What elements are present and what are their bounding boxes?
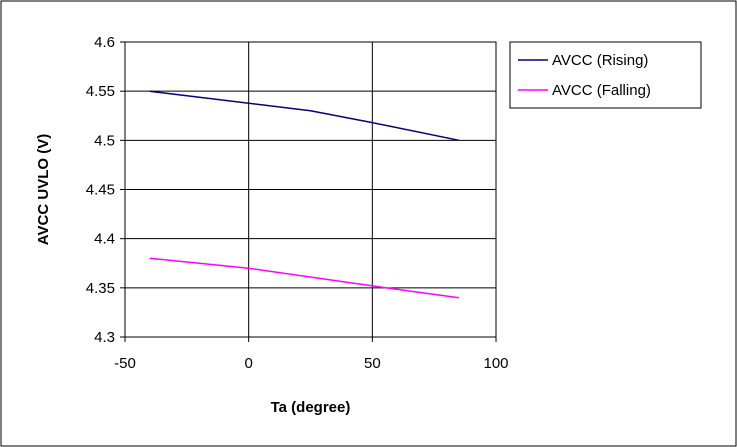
series-lines	[149, 90, 460, 299]
y-tick-label: 4.45	[86, 182, 115, 199]
x-tick-label: 50	[364, 355, 381, 372]
y-tick-label: 4.35	[86, 280, 115, 297]
x-tick-label: 0	[244, 355, 252, 372]
y-tick-label: 4.4	[94, 231, 115, 248]
y-tick-label: 4.5	[94, 132, 115, 149]
series-line-rising	[149, 90, 460, 142]
legend: AVCC (Rising) AVCC (Falling)	[509, 41, 702, 109]
y-axis-ticks: 4.3 4.35 4.4 4.45 4.5 4.55 4.6	[86, 34, 125, 346]
x-axis-ticks: -50 0 50 100	[114, 337, 509, 372]
series-line-falling	[149, 257, 460, 299]
legend-box	[509, 41, 702, 109]
y-tick-label: 4.6	[94, 34, 115, 51]
x-axis-title: Ta (degree)	[271, 399, 351, 416]
x-tick-label: 100	[483, 355, 508, 372]
legend-label: AVCC (Falling)	[552, 82, 651, 99]
y-tick-label: 4.55	[86, 83, 115, 100]
x-tick-label: -50	[114, 355, 136, 372]
y-tick-label: 4.3	[94, 329, 115, 346]
y-axis-title: AVCC UVLO (V)	[35, 134, 52, 245]
legend-label: AVCC (Rising)	[552, 52, 648, 69]
